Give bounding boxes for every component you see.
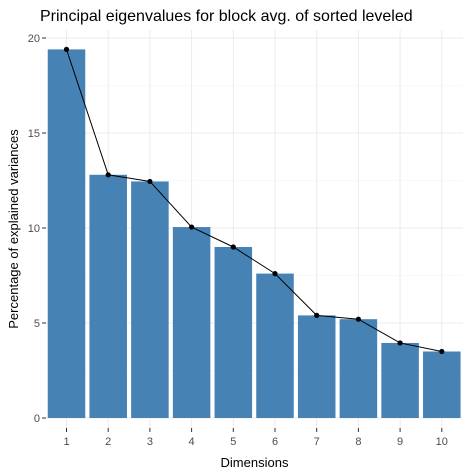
x-axis-label: Dimensions bbox=[221, 455, 289, 470]
line-series bbox=[63, 46, 445, 355]
x-axis: 1 2 3 4 5 6 7 8 9 10 bbox=[63, 428, 448, 448]
y-tick-label: 0 bbox=[34, 413, 40, 425]
data-point bbox=[105, 172, 111, 178]
data-point bbox=[63, 46, 70, 53]
bar bbox=[214, 247, 253, 418]
x-tick-label: 6 bbox=[272, 436, 278, 448]
x-tick-label: 5 bbox=[230, 436, 236, 448]
data-point bbox=[355, 316, 361, 322]
data-point bbox=[272, 271, 278, 277]
bar bbox=[423, 351, 461, 418]
bar bbox=[89, 174, 127, 418]
x-tick-label: 2 bbox=[105, 436, 111, 448]
bar bbox=[172, 227, 211, 418]
bar bbox=[381, 342, 419, 418]
bar bbox=[131, 181, 169, 418]
bars bbox=[47, 49, 461, 419]
x-tick-label: 7 bbox=[314, 436, 320, 448]
y-axis-label: Percentage of explained variances bbox=[6, 129, 21, 329]
y-tick-label: 5 bbox=[34, 318, 40, 330]
data-point bbox=[189, 224, 195, 230]
series-line bbox=[66, 49, 442, 352]
x-tick-label: 8 bbox=[355, 436, 361, 448]
data-point bbox=[147, 178, 153, 185]
data-point bbox=[314, 312, 320, 318]
x-tick-label: 3 bbox=[147, 436, 153, 448]
y-tick-label: 10 bbox=[28, 223, 40, 235]
bar bbox=[256, 273, 294, 418]
y-axis: 0 5 10 15 20 bbox=[28, 33, 46, 425]
data-point bbox=[439, 348, 445, 355]
chart-title: Principal eigenvalues for block avg. of … bbox=[40, 8, 413, 25]
y-tick-label: 15 bbox=[28, 128, 40, 140]
x-tick-label: 9 bbox=[397, 436, 403, 448]
y-tick-label: 20 bbox=[28, 33, 40, 45]
bar bbox=[47, 49, 86, 419]
bar bbox=[339, 319, 378, 418]
data-point bbox=[230, 244, 236, 250]
bar bbox=[297, 315, 336, 418]
x-tick-label: 1 bbox=[63, 436, 69, 448]
x-tick-label: 4 bbox=[189, 436, 195, 448]
data-point bbox=[397, 340, 403, 346]
x-tick-label: 10 bbox=[436, 436, 448, 448]
